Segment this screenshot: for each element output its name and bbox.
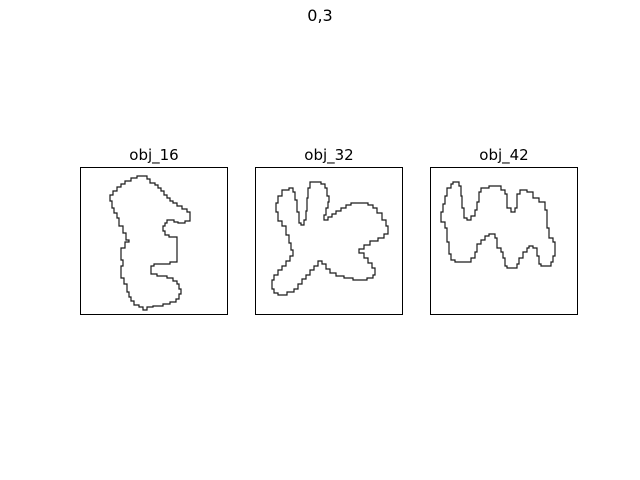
shape-outline-svg (271, 181, 389, 296)
panel-frame (255, 167, 403, 315)
shape-outline-obj32 (271, 181, 389, 296)
panel-title: obj_42 (479, 146, 529, 164)
shape-outline-svg (440, 181, 556, 269)
panel-frame (80, 167, 228, 315)
shape-outline-obj42 (440, 181, 556, 269)
shape-outline-svg (109, 175, 191, 311)
panel-obj-42: obj_42 (430, 145, 578, 315)
shape-outline-obj16 (109, 175, 191, 311)
panel-obj-32: obj_32 (255, 145, 403, 315)
panel-frame (430, 167, 578, 315)
panel-title: obj_32 (304, 146, 354, 164)
panel-obj-16: obj_16 (80, 145, 228, 315)
figure-title: 0,3 (307, 6, 333, 25)
panel-title: obj_16 (129, 146, 179, 164)
